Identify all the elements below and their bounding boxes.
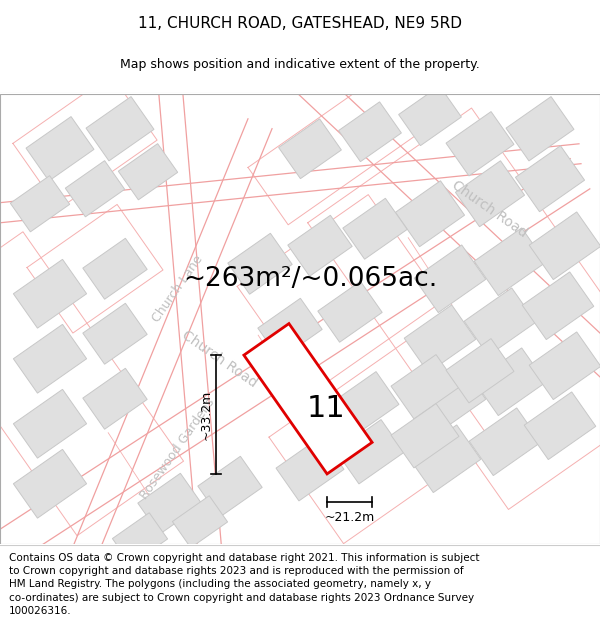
Text: Church Road: Church Road (450, 177, 530, 240)
Polygon shape (318, 281, 382, 342)
Polygon shape (288, 215, 352, 276)
Polygon shape (474, 228, 546, 296)
Polygon shape (398, 86, 461, 146)
Polygon shape (395, 181, 464, 247)
Polygon shape (26, 117, 94, 181)
Polygon shape (446, 112, 514, 176)
Polygon shape (391, 354, 459, 419)
Polygon shape (529, 332, 600, 399)
Polygon shape (464, 288, 536, 356)
Polygon shape (276, 437, 344, 501)
Polygon shape (404, 305, 476, 372)
Polygon shape (343, 198, 407, 259)
Polygon shape (474, 348, 546, 416)
Polygon shape (391, 404, 459, 468)
Polygon shape (446, 339, 514, 403)
Polygon shape (86, 97, 154, 161)
Text: 11: 11 (307, 394, 346, 423)
Text: Contains OS data © Crown copyright and database right 2021. This information is : Contains OS data © Crown copyright and d… (9, 553, 479, 616)
Polygon shape (529, 212, 600, 279)
Text: ~21.2m: ~21.2m (325, 511, 375, 524)
Polygon shape (331, 372, 399, 436)
Polygon shape (338, 102, 401, 162)
Polygon shape (65, 161, 125, 217)
Polygon shape (13, 259, 86, 328)
Text: 11, CHURCH ROAD, GATESHEAD, NE9 5RD: 11, CHURCH ROAD, GATESHEAD, NE9 5RD (138, 16, 462, 31)
Polygon shape (198, 456, 262, 518)
Polygon shape (414, 245, 486, 312)
Polygon shape (336, 419, 404, 484)
Polygon shape (506, 97, 574, 161)
Polygon shape (455, 161, 524, 227)
Polygon shape (278, 119, 341, 179)
Text: Church Road: Church Road (180, 328, 260, 390)
Polygon shape (112, 512, 167, 565)
Polygon shape (10, 176, 70, 232)
Text: ~263m²/~0.065ac.: ~263m²/~0.065ac. (183, 266, 437, 292)
Polygon shape (228, 233, 292, 294)
Polygon shape (13, 389, 86, 458)
Polygon shape (409, 425, 481, 493)
Polygon shape (138, 473, 202, 534)
Polygon shape (13, 324, 86, 393)
Polygon shape (522, 272, 594, 339)
Polygon shape (83, 238, 147, 299)
Polygon shape (118, 144, 178, 200)
Text: Church Lane: Church Lane (150, 253, 206, 324)
Text: Map shows position and indicative extent of the property.: Map shows position and indicative extent… (120, 58, 480, 71)
Polygon shape (83, 368, 147, 429)
Polygon shape (172, 496, 227, 548)
Polygon shape (244, 324, 372, 474)
Polygon shape (258, 298, 322, 359)
Polygon shape (524, 392, 596, 459)
Text: ~33.2m: ~33.2m (199, 389, 212, 439)
Text: Rosewood Gardens: Rosewood Gardens (138, 396, 218, 502)
Polygon shape (515, 146, 584, 212)
Polygon shape (13, 449, 86, 518)
Polygon shape (469, 408, 541, 476)
Polygon shape (414, 365, 486, 432)
Polygon shape (83, 303, 147, 364)
